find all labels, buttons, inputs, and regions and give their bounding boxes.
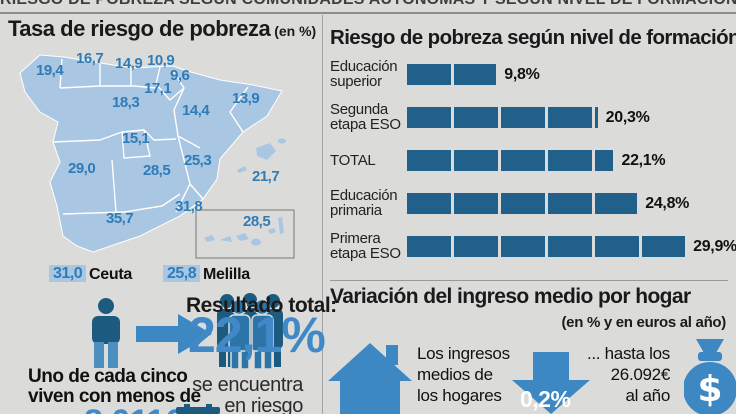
map-title-text: Tasa de riesgo de pobreza (8, 16, 271, 41)
bar-segment-partial (595, 107, 598, 128)
bar-segment (454, 193, 498, 214)
bar-segment (548, 236, 592, 257)
bar-segment (454, 107, 498, 128)
bar-segment (501, 236, 545, 257)
result-total-value: 22,1% (188, 307, 326, 363)
income-lead-line: los hogares (417, 386, 502, 405)
bar-value-1: 20,3% (605, 109, 650, 126)
person-icon (92, 298, 120, 368)
bar-segment (501, 150, 545, 171)
income-change-value: 0,2% (520, 386, 571, 412)
map-section-title: Tasa de riesgo de pobreza (en %) (8, 16, 316, 42)
bar-value-2: 22,1% (621, 152, 666, 169)
bar-label-1: Segunda etapa ESO (330, 100, 401, 133)
arrow-down-icon (512, 352, 590, 414)
bar-segment (548, 150, 592, 171)
income-lead-line: medios de (417, 365, 493, 384)
bar-segment (407, 107, 451, 128)
melilla-value-badge: 25,8 (163, 265, 201, 282)
one-in-five-caption: Uno de cada cinco viven con menos de (28, 367, 201, 406)
people-group-icon (217, 293, 283, 369)
money-bag-icon: $ (684, 339, 736, 414)
spain-map (19, 54, 295, 259)
income-section-title: Variación del ingreso medio por hogar (330, 285, 691, 308)
income-result-line: 26.092€ (610, 365, 671, 384)
bar-segment-partial (642, 236, 686, 257)
page-title: RIESGO DE POBREZA SEGÚN COMUNIDADES AUTÓ… (0, 0, 736, 8)
column-divider (322, 15, 323, 414)
baleares-islands (237, 138, 286, 173)
income-result-line: al año (625, 386, 670, 405)
bar-value-3: 24,8% (645, 195, 690, 212)
canarias-inset-box (195, 209, 295, 259)
ceuta-label: Ceuta (89, 266, 132, 283)
section-divider (330, 280, 728, 281)
result-subline: en riesgo (224, 395, 303, 414)
bar-segment (407, 236, 451, 257)
bar-segment (407, 150, 451, 171)
calendar-icon (176, 404, 220, 414)
bar-segment (501, 107, 545, 128)
caption-line: Uno de cada cinco (28, 366, 188, 387)
arrow-right-icon (136, 314, 212, 354)
bar-value-4: 29,9% (693, 238, 736, 255)
header-divider (0, 12, 736, 14)
bar-segment (454, 236, 498, 257)
bar-label-4: Primera etapa ESO (330, 229, 401, 262)
income-result-line: ... hasta los (586, 344, 670, 363)
income-result-text: ... hasta los 26.092€ al año (570, 343, 670, 406)
bar-segment (407, 64, 451, 85)
bar-segment (548, 193, 592, 214)
result-total-label: Resultado total: (186, 294, 337, 317)
bar-label-2: TOTAL (330, 151, 376, 169)
ceuta-value-badge: 31,0 (49, 265, 87, 282)
bar-segment (595, 236, 639, 257)
caption-line: viven con menos de (28, 385, 201, 407)
bar-segment-partial (595, 150, 614, 171)
bar-segment-partial (595, 193, 638, 214)
bar-value-0: 9,8% (504, 66, 540, 83)
map-unit-note: (en %) (274, 23, 317, 39)
income-unit-note: (en % y en euros al año) (561, 314, 726, 331)
income-lead-text: Los ingresos medios de los hogares (417, 343, 510, 406)
bar-label-0: Educación superior (330, 57, 398, 90)
result-subline: se encuentra (192, 374, 303, 396)
region-borders (52, 58, 249, 215)
dollar-icon: $ (697, 369, 722, 410)
income-lead-line: Los ingresos (417, 344, 510, 363)
bar-segment (454, 150, 498, 171)
bar-segment-partial (454, 64, 497, 85)
bar-segment (407, 193, 451, 214)
house-icon (328, 343, 412, 414)
bar-segment (548, 107, 592, 128)
education-chart-title: Riesgo de pobreza según nivel de formaci… (330, 26, 736, 49)
spain-peninsula-shape (19, 54, 283, 253)
melilla-label: Melilla (203, 266, 250, 283)
canarias-islands (204, 217, 284, 246)
bar-label-3: Educación primaria (330, 186, 398, 219)
education-bar-chart: Educación superior 9,8% Segunda etapa ESO 20,… (330, 56, 736, 278)
bar-segment (501, 193, 545, 214)
poverty-threshold-value: 8.011€ (84, 403, 184, 414)
